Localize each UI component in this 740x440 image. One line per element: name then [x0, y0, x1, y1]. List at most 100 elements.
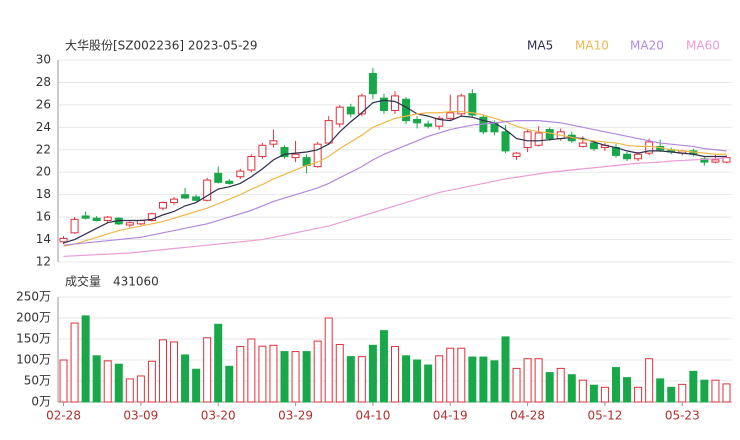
volume-bar	[313, 340, 322, 403]
volume-bar	[59, 359, 68, 403]
volume-bar	[534, 358, 543, 403]
volume-bar	[147, 360, 156, 403]
x-tick-label: 03-09	[123, 409, 158, 423]
volume-bar	[302, 351, 311, 403]
candle-body	[81, 215, 90, 219]
volume-bar	[125, 378, 134, 403]
candle-body	[236, 170, 245, 178]
volume-bar	[225, 365, 234, 403]
y-tick-label: 100万	[16, 353, 51, 367]
volume-bar	[645, 358, 654, 403]
candle-body	[214, 172, 223, 183]
volume-bar	[346, 356, 355, 403]
candle-body	[402, 98, 411, 122]
candle-body	[291, 153, 300, 159]
volume-latest: 431060	[113, 275, 159, 289]
volume-bar	[589, 384, 598, 403]
x-tick-label: 03-20	[201, 409, 236, 423]
candle-body	[589, 142, 598, 150]
candle-body	[59, 237, 68, 243]
candle-body	[181, 194, 190, 199]
volume-bar	[379, 330, 388, 403]
candle-body	[125, 222, 134, 226]
y-tick-label: 20	[36, 165, 51, 179]
volume-bar	[722, 383, 731, 403]
x-tick-label: 05-23	[665, 409, 700, 423]
ma-line	[63, 111, 727, 247]
volume-bar	[81, 315, 90, 403]
volume-bar	[70, 322, 79, 403]
volume-bar	[490, 360, 499, 403]
x-tick-label: 03-29	[278, 409, 313, 423]
x-tick-label: 04-28	[510, 409, 545, 423]
candle-body	[103, 216, 112, 221]
volume-bar	[512, 367, 521, 403]
volume-bar	[678, 383, 687, 403]
candle-body	[711, 159, 720, 163]
volume-bar	[92, 355, 101, 403]
candle-body	[247, 156, 256, 171]
volume-bar	[114, 363, 123, 403]
y-tick-label: 200万	[16, 311, 51, 325]
candle-body	[413, 118, 422, 124]
volume-bar	[269, 344, 278, 403]
candle-body	[225, 180, 234, 184]
y-tick-label: 26	[36, 97, 51, 111]
volume-bar	[280, 351, 289, 403]
volume-bar	[667, 386, 676, 403]
candle-body	[313, 143, 322, 168]
candle-body	[269, 140, 278, 145]
candle-body	[170, 198, 179, 204]
ma-line	[63, 157, 727, 257]
volume-bar	[457, 347, 466, 403]
volume-bar	[170, 341, 179, 403]
volume-bar	[424, 364, 433, 403]
legend-label: MA20	[630, 39, 664, 53]
candle-body	[368, 72, 377, 95]
x-tick-label: 05-12	[587, 409, 622, 423]
ma-line	[63, 99, 727, 244]
x-tick-label: 04-10	[355, 409, 390, 423]
volume-bar	[611, 367, 620, 403]
volume-bar	[578, 379, 587, 403]
legend-label: MA60	[686, 39, 720, 53]
candle-body	[192, 196, 201, 201]
volume-bar	[634, 386, 643, 403]
candle-body	[280, 147, 289, 158]
volume-bar	[103, 360, 112, 403]
volume-bar	[600, 386, 609, 403]
volume-bar	[556, 367, 565, 403]
candle-body	[534, 132, 543, 146]
candle-body	[435, 117, 444, 127]
y-tick-label: 22	[36, 142, 51, 156]
volume-bar	[711, 379, 720, 403]
volume-bar	[203, 337, 212, 403]
volume-bar	[335, 343, 344, 403]
volume-bar	[192, 368, 201, 403]
candle-body	[523, 131, 532, 149]
candle-body	[147, 213, 156, 221]
y-tick-label: 12	[36, 255, 51, 269]
candle-body	[424, 123, 433, 127]
y-tick-label: 150万	[16, 332, 51, 346]
volume-bar	[468, 356, 477, 403]
volume-bar	[446, 347, 455, 403]
candle-body	[501, 131, 510, 152]
volume-bar	[623, 377, 632, 403]
candle-body	[357, 95, 366, 115]
candle-body	[545, 129, 554, 140]
candle-body	[335, 106, 344, 125]
volume-bar	[291, 351, 300, 403]
volume-bar	[413, 359, 422, 403]
volume-bar	[402, 355, 411, 403]
volume-bar	[545, 372, 554, 403]
volume-bar	[357, 356, 366, 403]
candle-body	[634, 153, 643, 160]
candle-body	[324, 120, 333, 144]
volume-bar	[236, 346, 245, 403]
volume-bar	[479, 356, 488, 403]
volume-bar	[567, 374, 576, 403]
candle-body	[379, 97, 388, 111]
volume-bar	[523, 358, 532, 403]
